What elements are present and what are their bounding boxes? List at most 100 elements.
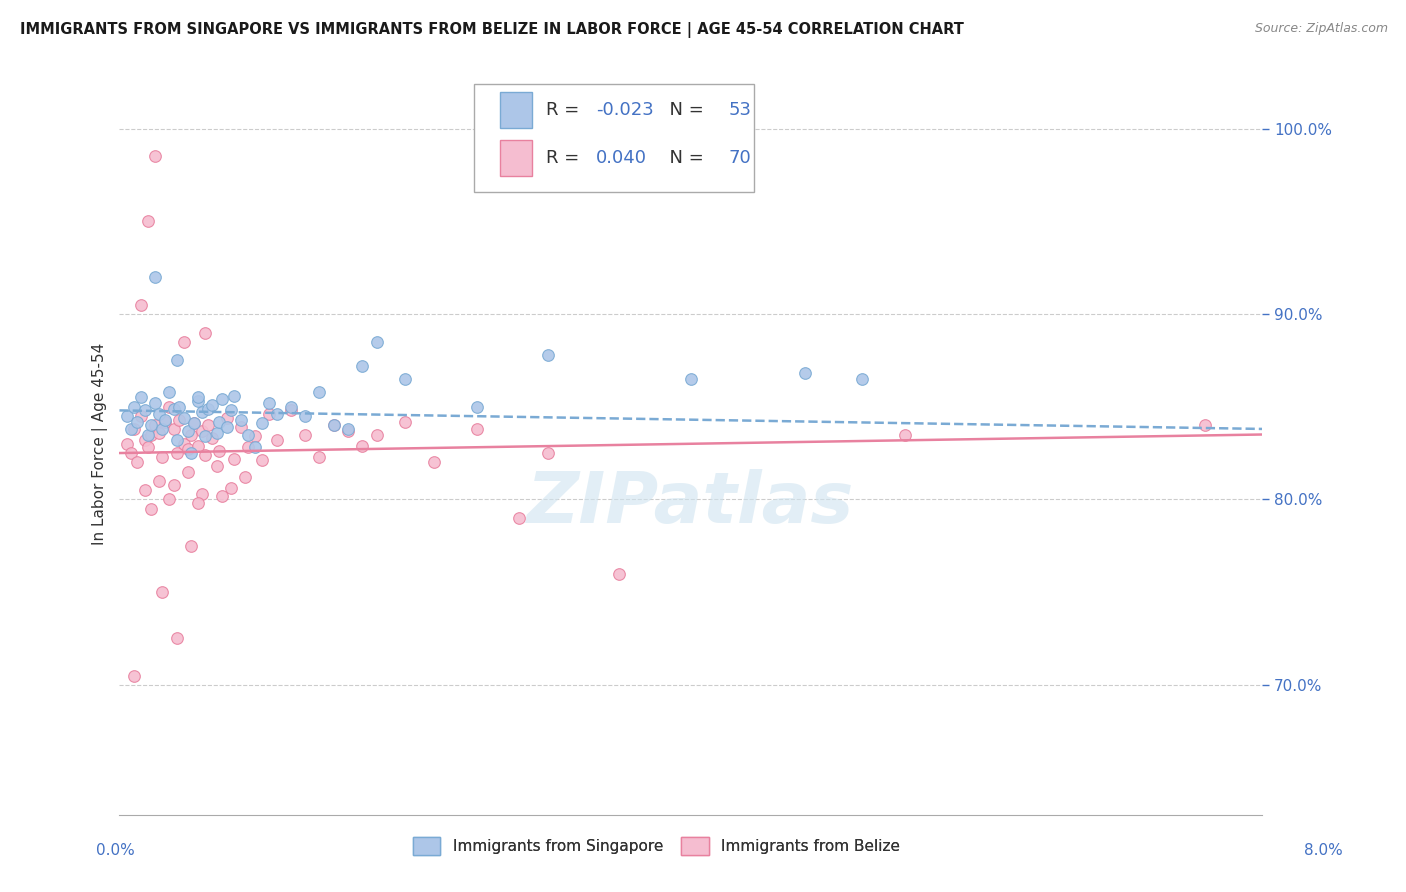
Point [143,269,166,284]
Point [166,446,188,460]
Text: 0.040: 0.040 [596,149,647,167]
Text: N =: N = [658,101,709,119]
Point [211,392,233,407]
Text: R =: R = [546,149,585,167]
Point [194,448,217,462]
Point [122,668,145,682]
Point [366,427,388,442]
Point [229,412,252,426]
Point [851,372,873,386]
Point [259,396,281,410]
Point [336,424,359,438]
Point [159,384,181,399]
FancyBboxPatch shape [474,84,754,192]
Point [166,353,188,368]
Point [187,496,209,510]
Point [222,451,245,466]
Point [148,425,170,440]
Point [366,334,388,349]
Point [205,425,228,440]
Point [205,458,228,473]
Point [191,424,214,438]
Point [134,483,156,497]
Point [150,422,173,436]
Point [150,585,173,599]
Point [794,367,817,381]
Point [201,431,224,445]
Point [136,441,159,455]
Point [148,474,170,488]
Point [266,433,288,447]
Point [280,400,302,414]
Point [166,433,188,447]
Point [115,409,138,423]
Point [236,441,259,455]
Point [180,446,202,460]
Point [222,388,245,402]
Point [134,403,156,417]
Point [609,566,631,581]
Point [233,470,256,484]
Point [163,401,186,416]
Point [894,427,917,442]
Point [183,417,205,431]
Point [143,418,166,433]
Point [122,422,145,436]
Point [134,433,156,447]
Point [211,489,233,503]
Point [125,455,148,469]
Point [229,420,252,434]
Point [139,501,162,516]
Point [1194,418,1216,433]
Point [173,436,195,450]
Point [125,415,148,429]
Point [352,359,374,373]
Text: 8.0%: 8.0% [1303,843,1343,858]
Point [197,401,219,416]
Point [508,511,530,525]
Legend: Immigrants from Singapore, Immigrants from Belize: Immigrants from Singapore, Immigrants fr… [405,830,908,863]
Point [422,455,444,469]
Text: N =: N = [658,149,709,167]
Point [215,410,238,425]
Point [215,420,238,434]
Text: 53: 53 [728,101,751,119]
Point [208,415,231,429]
Point [136,427,159,442]
Point [150,450,173,464]
FancyBboxPatch shape [501,92,531,128]
Text: ZIPatlas: ZIPatlas [527,468,855,538]
Text: 0.0%: 0.0% [96,843,135,858]
Point [159,492,181,507]
Text: IMMIGRANTS FROM SINGAPORE VS IMMIGRANTS FROM BELIZE IN LABOR FORCE | AGE 45-54 C: IMMIGRANTS FROM SINGAPORE VS IMMIGRANTS … [20,22,963,38]
Point [183,417,205,431]
Point [166,632,188,646]
Point [197,418,219,433]
Point [336,422,359,436]
Point [115,436,138,450]
Point [143,149,166,163]
Point [537,446,560,460]
Point [308,384,330,399]
Point [173,410,195,425]
Point [208,444,231,458]
Point [252,453,274,467]
Point [120,446,142,460]
Point [139,427,162,442]
Point [136,214,159,228]
Point [129,409,152,423]
Point [191,487,214,501]
Point [394,415,416,429]
Point [537,348,560,362]
Point [465,422,488,436]
Point [294,409,316,423]
Point [236,427,259,442]
Point [153,412,176,426]
Point [148,407,170,421]
Point [122,400,145,414]
Point [163,422,186,436]
Point [139,418,162,433]
Point [177,442,200,457]
Point [465,400,488,414]
Point [180,539,202,553]
